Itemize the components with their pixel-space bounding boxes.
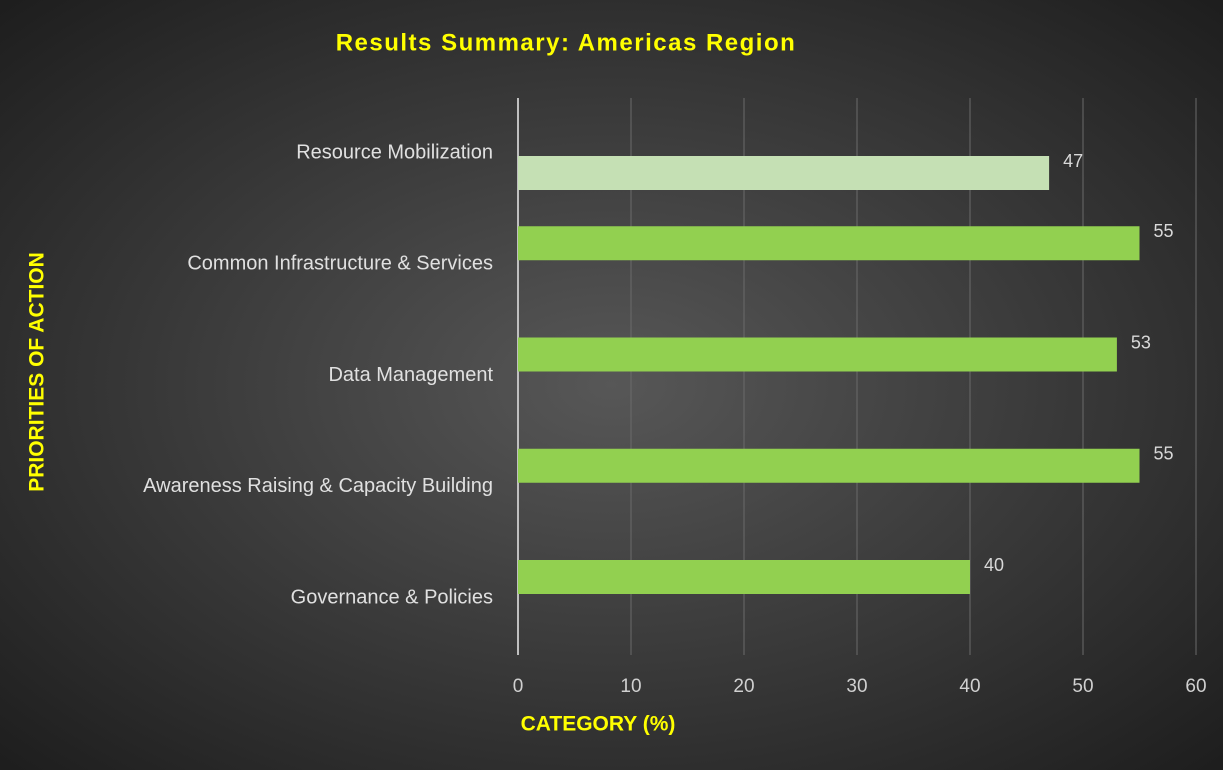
y-tick-label: Common Infrastructure & Services [187,253,493,275]
bar [518,337,1117,372]
value-label: 55 [1154,221,1174,241]
y-tick-label: Resource Mobilization [296,141,493,163]
x-tick-label: 20 [733,676,754,697]
value-label: 40 [984,555,1004,575]
x-tick-label: 40 [959,676,980,697]
y-axis-title: PRIORITIES OF ACTION [26,252,49,492]
bar [518,156,1050,190]
value-label: 53 [1131,332,1151,352]
x-tick-label: 50 [1072,676,1093,697]
x-tick-label: 0 [513,676,524,697]
y-tick-label: Data Management [328,364,493,386]
y-tick-label: Awareness Raising & Capacity Building [143,475,493,497]
x-tick-label: 10 [620,676,641,697]
y-tick-label: Governance & Policies [291,586,493,608]
x-axis-title: CATEGORY (%) [521,713,676,736]
bar [518,448,1140,483]
bar [518,226,1140,261]
value-label: 47 [1063,151,1083,171]
x-tick-label: 60 [1185,676,1206,697]
value-label: 55 [1154,444,1174,464]
x-tick-label: 30 [846,676,867,697]
bar [518,560,970,594]
chart-title: Results Summary: Americas Region [336,29,797,56]
